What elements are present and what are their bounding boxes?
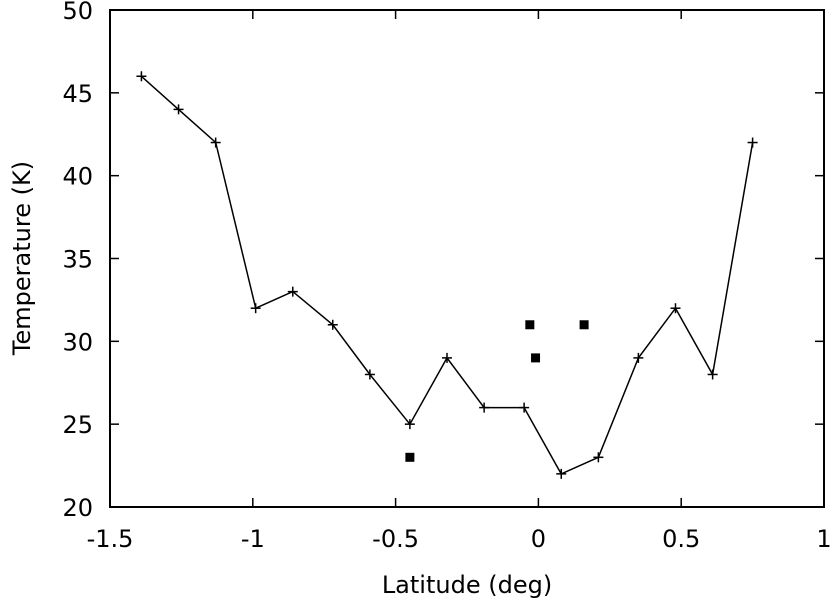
square-markers: [405, 320, 589, 462]
y-tick-label: 20: [62, 494, 93, 522]
plus-marker: [670, 303, 681, 314]
plus-marker: [593, 452, 604, 463]
square-marker: [579, 320, 589, 330]
plus-marker: [442, 352, 453, 363]
x-tick-label: -1: [241, 525, 265, 553]
plus-markers: [136, 71, 758, 479]
plot-frame: [109, 9, 825, 508]
square-marker: [405, 452, 415, 462]
temperature-line: [140, 75, 754, 475]
square-marker: [531, 353, 541, 363]
y-tick-label: 25: [62, 411, 93, 439]
plus-marker: [633, 352, 644, 363]
x-tick-label: -1.5: [87, 525, 134, 553]
plus-marker: [364, 369, 375, 380]
y-tick-label: 50: [62, 0, 93, 25]
axis-ticks: [109, 9, 825, 508]
y-tick-label: 40: [62, 163, 93, 191]
plus-marker: [707, 369, 718, 380]
x-axis-title: Latitude (deg): [382, 571, 552, 599]
plus-marker: [479, 402, 490, 413]
plus-marker: [173, 104, 184, 115]
x-tick-label: 0: [531, 525, 546, 553]
plus-marker: [136, 71, 147, 82]
x-tick-label: -0.5: [372, 525, 419, 553]
plus-marker: [287, 286, 298, 297]
plus-marker: [747, 137, 758, 148]
plus-marker: [327, 319, 338, 330]
y-tick-label: 35: [62, 246, 93, 274]
y-axis-title: Temperature (K): [8, 161, 36, 356]
square-marker: [525, 320, 535, 330]
y-tick-label: 45: [62, 80, 93, 108]
y-tick-label: 30: [62, 328, 93, 356]
plus-marker: [556, 468, 567, 479]
x-tick-label: 1: [816, 525, 830, 553]
plus-marker: [250, 303, 261, 314]
x-tick-label: 0.5: [662, 525, 700, 553]
plus-marker: [519, 402, 530, 413]
plus-marker: [210, 137, 221, 148]
axis-tick-labels: -1.5 -1 -0.5 0 0.5 1 20 25 30 35 40 45 50: [62, 0, 830, 553]
plus-marker: [404, 419, 415, 430]
